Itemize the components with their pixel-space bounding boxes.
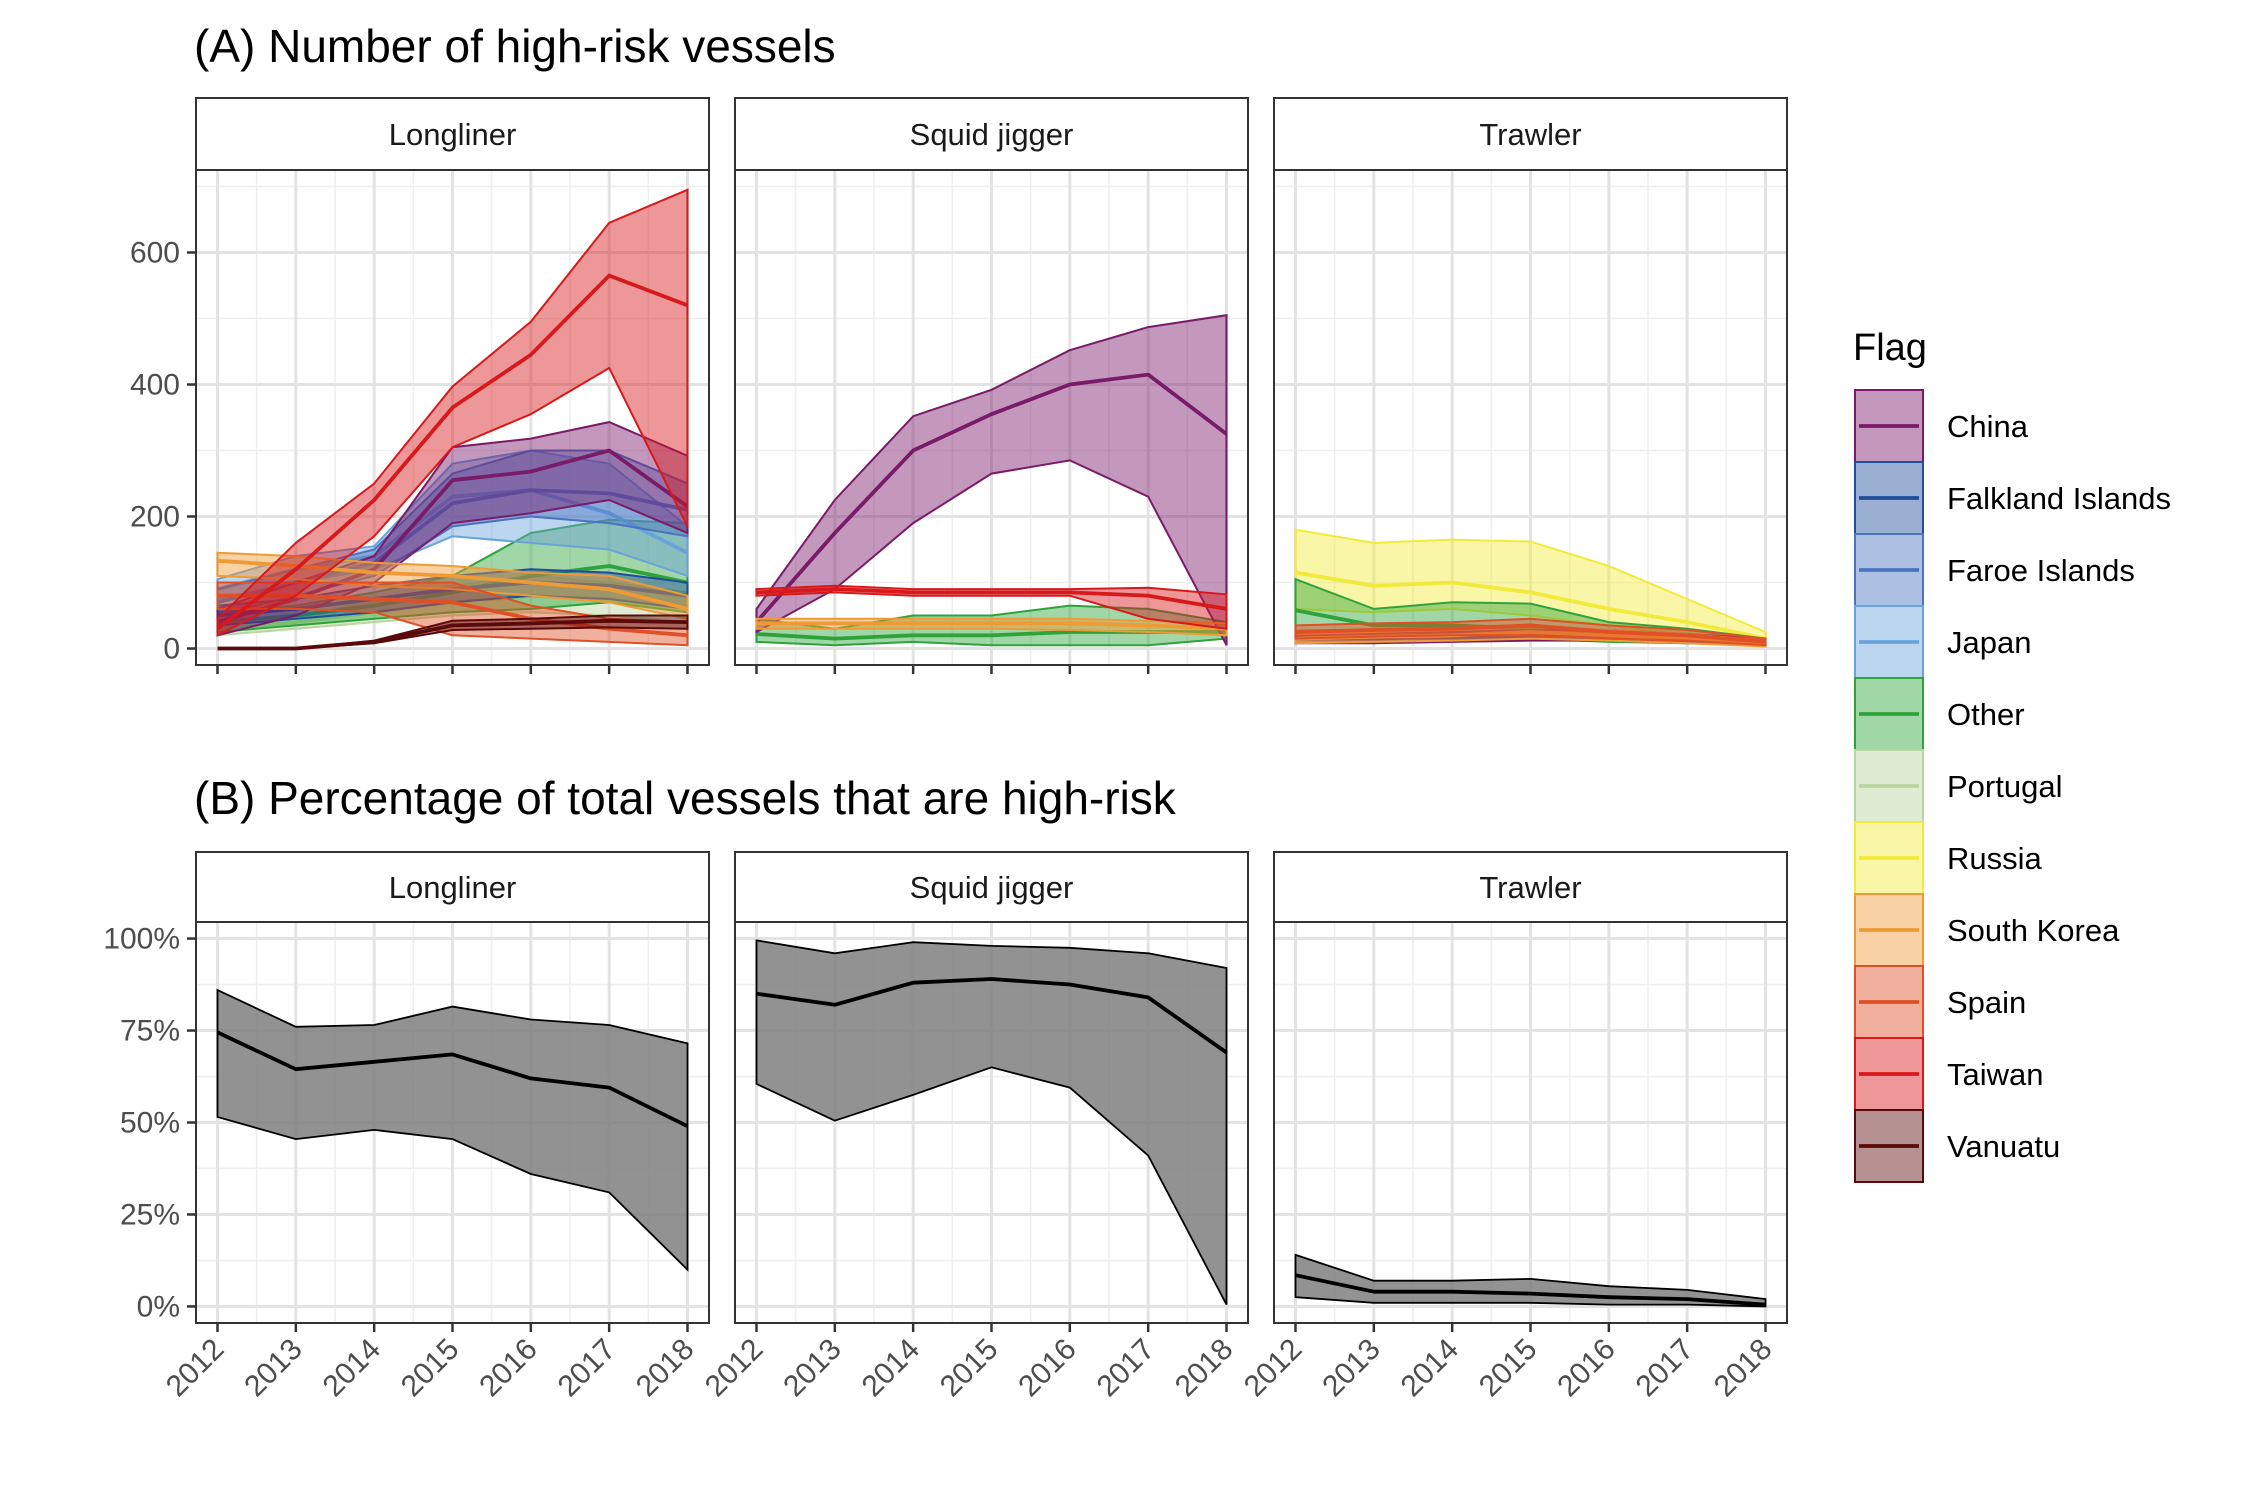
y-tick-label: 400	[130, 369, 180, 402]
y-tick-label: 600	[130, 237, 180, 270]
x-tick-label: 2015	[1473, 1333, 1544, 1404]
x-tick-label: 2017	[1091, 1333, 1162, 1404]
line-taiwan	[756, 587, 1227, 611]
line-overall	[756, 977, 1228, 1055]
facet-strip-label: Longliner	[389, 870, 517, 905]
facet-strip	[1273, 851, 1788, 923]
facet-strip	[195, 97, 710, 171]
facet-strip	[1273, 97, 1788, 171]
y-tick-label: 50%	[120, 1107, 180, 1140]
facet-strip-label: Trawler	[1479, 117, 1581, 152]
ribbon-overall	[216, 988, 689, 1272]
x-tick-label: 2016	[1551, 1333, 1622, 1404]
facet-strip-label: Longliner	[389, 117, 517, 152]
facet-a-squid-jigger: Squid jigger	[734, 97, 1249, 674]
facet-strip-label: Squid jigger	[910, 117, 1074, 152]
legend-item-other: Other	[1854, 677, 2025, 751]
ribbon-taiwan	[755, 584, 1228, 630]
facet-b-longliner: Longliner 2012 2013 2014 2015 2016 2017 2018 0% 2…	[103, 851, 710, 1404]
facet-a-trawler: Trawler	[1273, 97, 1788, 674]
panel-b-title: (B) Percentage of total vessels that are…	[194, 772, 1177, 824]
ribbon-taiwan	[216, 188, 689, 637]
ribbon-china	[755, 314, 1228, 646]
ribbon-spain	[1294, 617, 1767, 647]
facet-strip-label: Trawler	[1479, 870, 1581, 905]
x-tick-label: 2015	[934, 1333, 1005, 1404]
line-china	[216, 448, 689, 624]
plot-area: Longliner 0 200 400 600 Squid jigger Trawler Lo…	[103, 97, 1788, 1404]
legend-title: Flag	[1853, 327, 1927, 369]
x-tick-label: 2018	[1708, 1333, 1779, 1404]
legend-label: Russia	[1947, 841, 2043, 876]
y-tick-label: 100%	[103, 923, 180, 956]
x-tick-label: 2012	[1238, 1333, 1309, 1404]
legend-label: Portugal	[1947, 769, 2062, 804]
x-tick-label: 2014	[856, 1333, 927, 1404]
line-russia	[1295, 570, 1766, 641]
legend-label: Japan	[1947, 625, 2031, 660]
legend-label: Faroe Islands	[1947, 553, 2135, 588]
x-tick-label: 2017	[552, 1333, 623, 1404]
line-vanuatu	[217, 618, 688, 651]
legend-item-south-korea: South Korea	[1854, 893, 2120, 967]
ribbon-overall	[755, 939, 1228, 1306]
line-overall	[216, 1030, 689, 1128]
facet-strip	[195, 851, 710, 923]
x-tick-label: 2016	[1012, 1333, 1083, 1404]
legend-label: Spain	[1947, 985, 2026, 1020]
x-tick-label: 2018	[630, 1333, 701, 1404]
legend-item-falkland-islands: Falkland Islands	[1854, 461, 2171, 535]
legend-item-russia: Russia	[1854, 821, 2043, 895]
line-overall	[1295, 1273, 1766, 1307]
x-tick-label: 2014	[1395, 1333, 1466, 1404]
x-tick-label: 2017	[1630, 1333, 1701, 1404]
x-tick-label: 2012	[160, 1333, 231, 1404]
x-tick-label: 2012	[699, 1333, 770, 1404]
x-tick-label: 2016	[473, 1333, 544, 1404]
line-china	[755, 372, 1228, 624]
x-tick-label: 2013	[1316, 1333, 1387, 1404]
y-tick-label: 0	[163, 633, 180, 666]
y-tick-label: 25%	[120, 1198, 180, 1231]
x-tick-label: 2014	[317, 1333, 388, 1404]
legend-label: Falkland Islands	[1947, 481, 2171, 516]
legend-item-faroe-islands: Faroe Islands	[1854, 533, 2135, 607]
line-taiwan	[216, 273, 689, 631]
legend-label: South Korea	[1947, 913, 2120, 948]
legend-label: China	[1947, 409, 2029, 444]
legend-item-taiwan: Taiwan	[1854, 1037, 2044, 1111]
legend-item-china: China	[1854, 389, 2029, 463]
panel-a-title: (A) Number of high-risk vessels	[194, 20, 836, 72]
legend-label: Vanuatu	[1947, 1129, 2060, 1164]
line-south-korea	[217, 558, 688, 611]
facet-strip	[734, 97, 1249, 171]
facet-a-longliner: Longliner 0 200 400 600	[130, 97, 710, 674]
legend-label: Taiwan	[1947, 1057, 2044, 1092]
legend-keys: China Falkland Islands Faroe Islands Japan O…	[1854, 389, 2171, 1183]
facet-strip-label: Squid jigger	[910, 870, 1074, 905]
legend-item-japan: Japan	[1854, 605, 2031, 679]
y-tick-label: 75%	[120, 1015, 180, 1048]
x-tick-label: 2018	[1169, 1333, 1240, 1404]
facet-b-trawler: Trawler 2012 2013 2014 2015 2016 2017 2018	[1238, 851, 1788, 1404]
legend-item-vanuatu: Vanuatu	[1854, 1109, 2060, 1183]
legend-item-spain: Spain	[1854, 965, 2026, 1039]
legend-item-portugal: Portugal	[1854, 749, 2062, 823]
x-tick-label: 2015	[395, 1333, 466, 1404]
line-spain	[1295, 623, 1766, 644]
facet-b-squid-jigger: Squid jigger 2012 2013 2014 2015 2016 2017 2018	[699, 851, 1249, 1404]
line-south-korea	[756, 621, 1227, 631]
x-tick-label: 2013	[238, 1333, 309, 1404]
facet-strip	[734, 851, 1249, 923]
x-tick-label: 2013	[777, 1333, 848, 1404]
legend: Flag China Falkland Islands Faroe Islands J…	[1853, 327, 2171, 1183]
legend-label: Other	[1947, 697, 2025, 732]
y-tick-label: 0%	[137, 1290, 180, 1323]
y-tick-label: 200	[130, 501, 180, 534]
